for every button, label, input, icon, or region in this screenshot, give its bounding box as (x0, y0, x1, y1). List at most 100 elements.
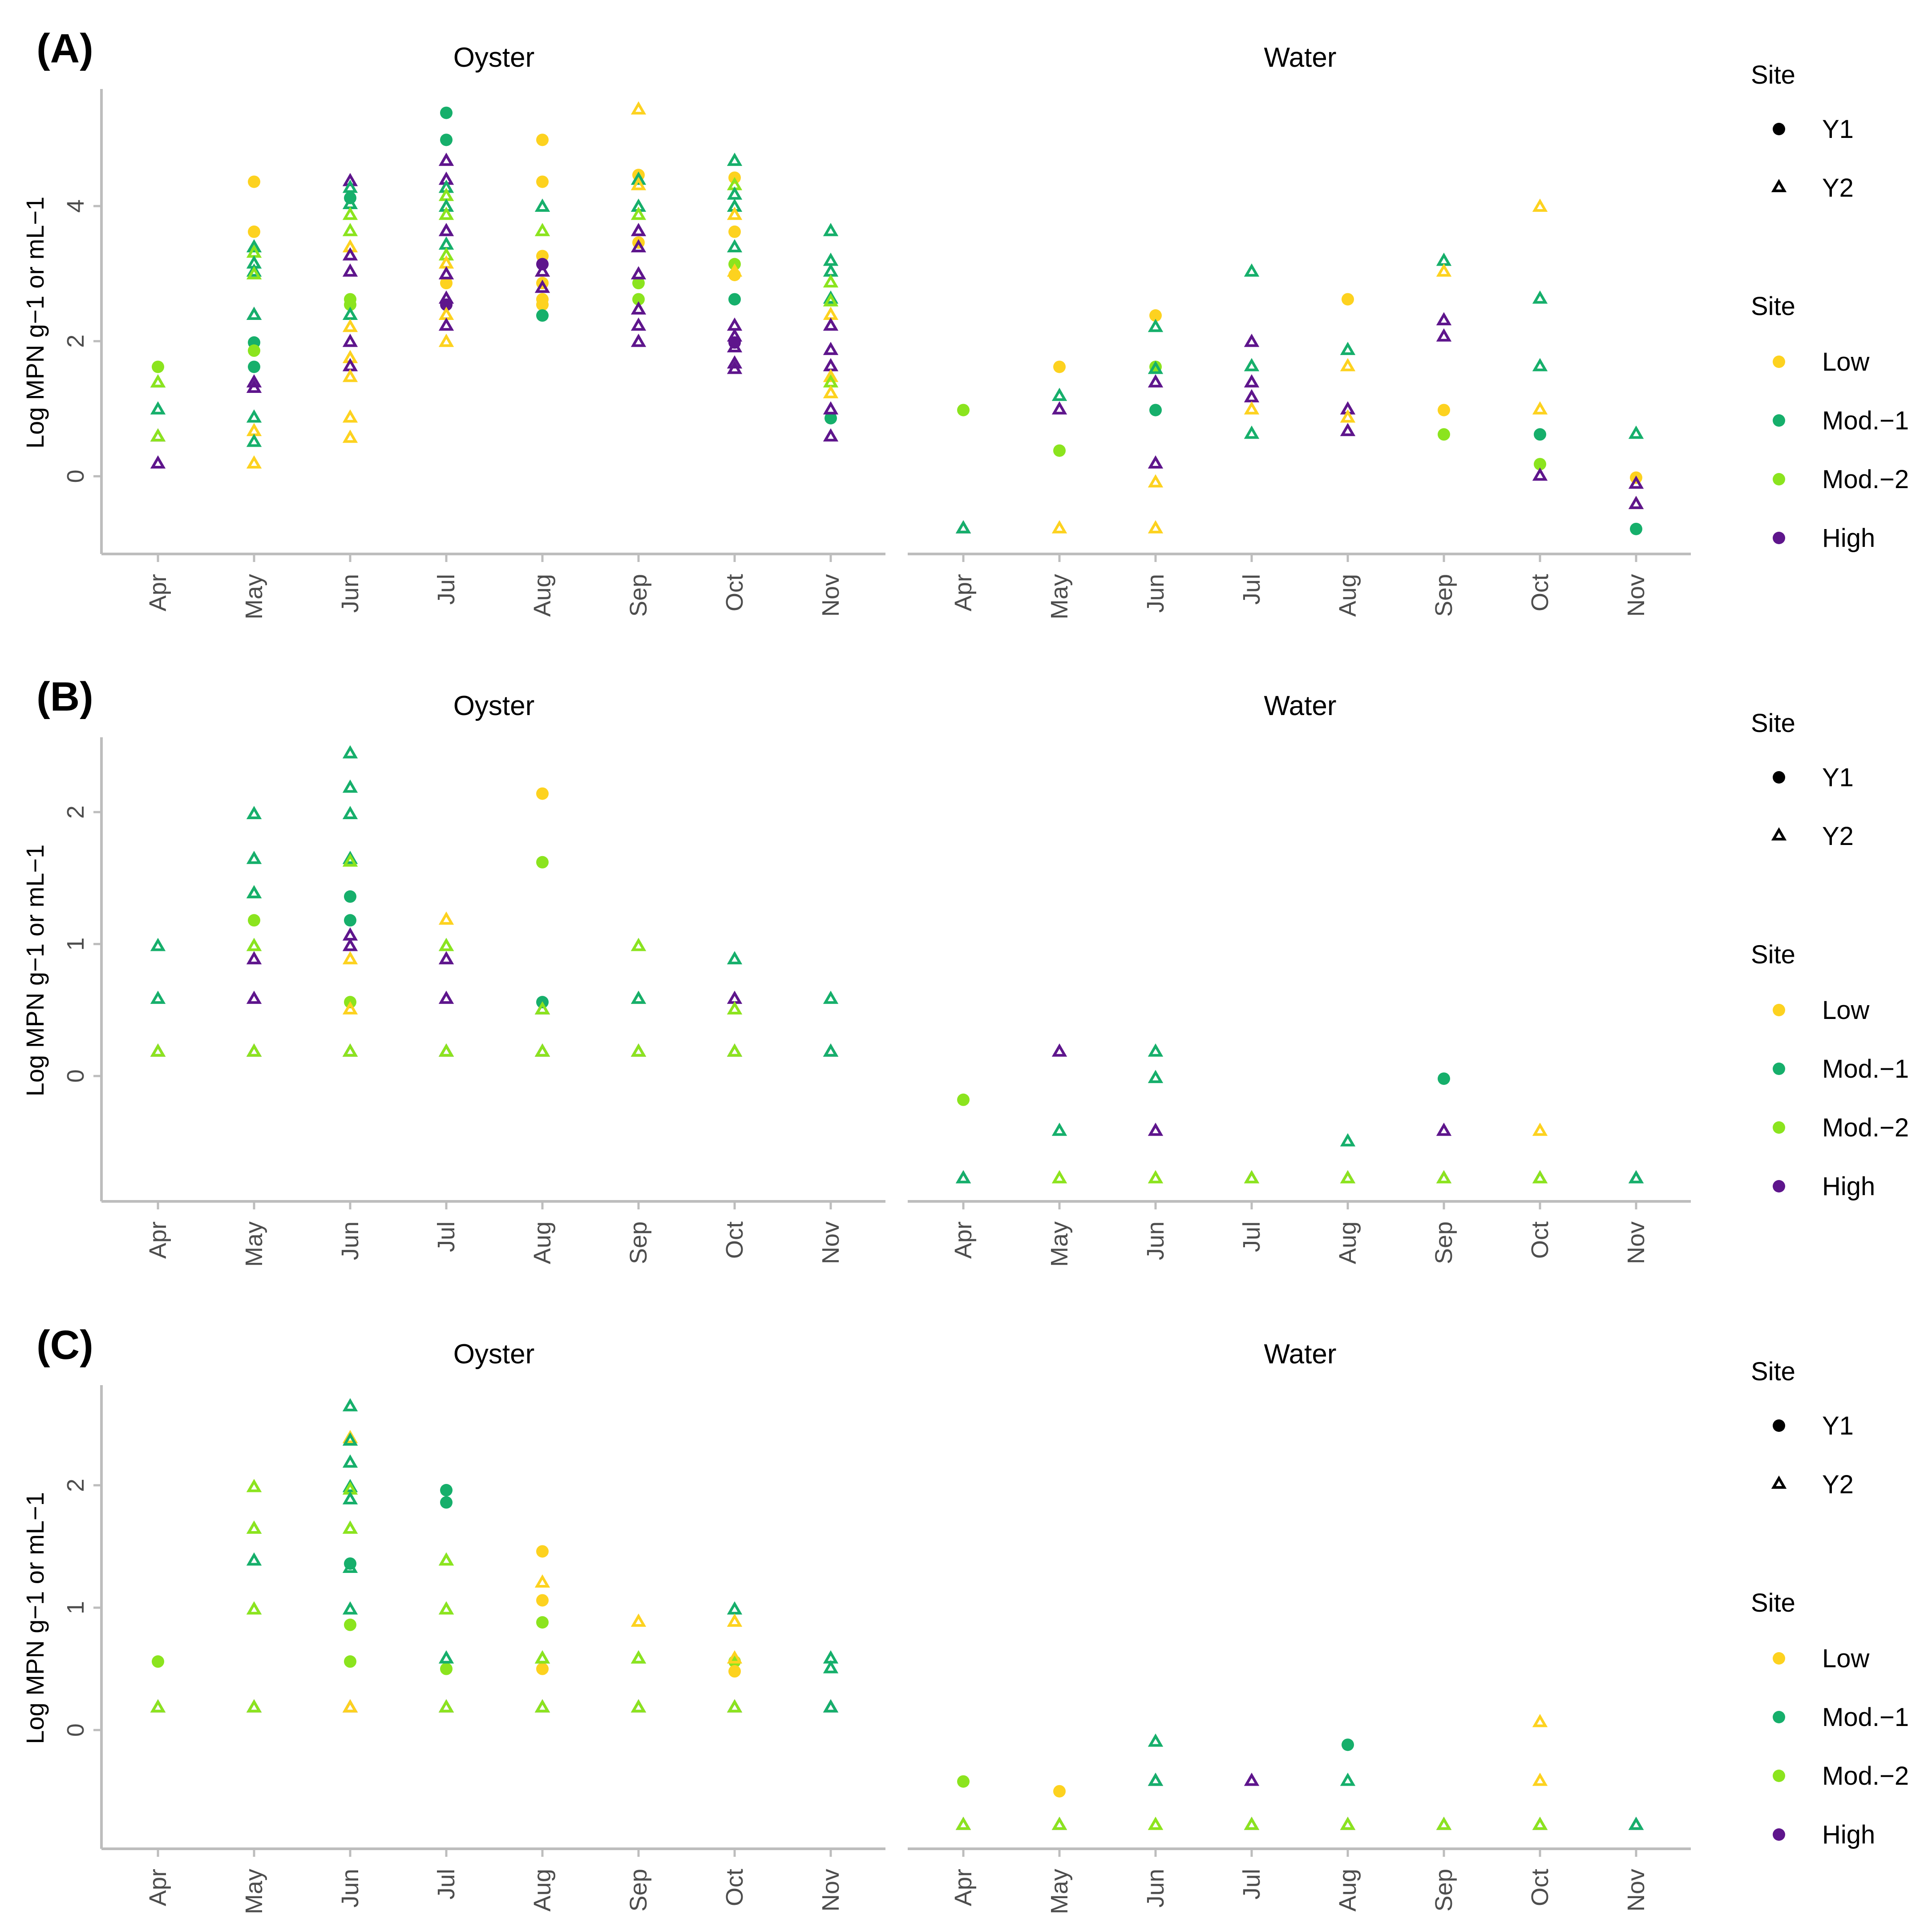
legend-color-title: Site (1751, 940, 1795, 969)
legend-label-mod-1: Mod.−1 (1822, 406, 1909, 435)
data-point-y2 (727, 239, 743, 253)
legend-y1-marker (1773, 1419, 1785, 1432)
x-tick-label-may: May (1046, 1869, 1073, 1914)
data-point-y2 (1148, 1733, 1164, 1747)
data-point-y2 (534, 279, 550, 293)
x-tick-label-oct: Oct (721, 1221, 748, 1259)
data-point-y2 (1340, 1133, 1356, 1147)
data-point-y2 (1148, 319, 1164, 332)
data-point-y1 (728, 225, 741, 238)
data-point-y2 (727, 1699, 743, 1713)
data-point-y2 (438, 1552, 454, 1566)
data-point-y1 (440, 277, 453, 290)
legend-marker-mod-2 (1773, 1770, 1785, 1782)
data-point-y2 (246, 851, 262, 864)
data-point-y2 (1051, 1043, 1067, 1057)
data-point-y2 (342, 307, 358, 320)
data-point-y2 (631, 171, 647, 185)
data-point-y2 (823, 293, 839, 307)
data-point-y2 (246, 1479, 262, 1492)
data-point-y2 (1436, 263, 1452, 277)
legend-shape-title: Site (1751, 709, 1795, 738)
data-point-y2 (1532, 1714, 1548, 1727)
data-point-y2 (823, 385, 839, 399)
data-point-y1 (344, 298, 356, 311)
data-point-y1 (1534, 458, 1546, 471)
facet-water: Water Apr May Jun Jul Aug Sep Oct Nov (908, 1339, 1691, 1914)
x-tick-label-apr: Apr (145, 1869, 171, 1906)
data-point-y2 (534, 1650, 550, 1664)
data-point-y2 (631, 1650, 647, 1664)
data-point-y2 (342, 1491, 358, 1504)
data-point-y2 (342, 779, 358, 793)
legend-label-high: High (1822, 524, 1875, 553)
x-tick-label-sep: Sep (625, 1869, 652, 1912)
x-tick-label-jul: Jul (1238, 574, 1265, 605)
x-tick-label-jul: Jul (1238, 1221, 1265, 1252)
data-point-y1 (440, 1484, 453, 1497)
data-point-y2 (823, 990, 839, 1004)
data-point-y2 (631, 1613, 647, 1627)
data-point-y2 (1148, 374, 1164, 388)
x-tick-label-aug: Aug (1334, 574, 1361, 617)
data-point-y2 (1436, 1170, 1452, 1184)
legend-marker-low (1773, 1004, 1785, 1016)
data-point-y1 (536, 787, 549, 800)
data-point-y2 (727, 990, 743, 1004)
data-point-y2 (1244, 374, 1260, 388)
data-point-y2 (438, 1043, 454, 1057)
data-point-y2 (150, 938, 166, 951)
y-tick-label: 1 (62, 938, 89, 951)
data-point-y2 (534, 263, 550, 277)
data-point-y2 (1148, 520, 1164, 534)
data-point-y2 (1244, 389, 1260, 403)
data-point-y2 (823, 358, 839, 372)
data-point-y2 (534, 198, 550, 212)
data-point-y2 (823, 252, 839, 266)
data-point-y2 (823, 401, 839, 415)
data-point-y2 (342, 263, 358, 277)
data-point-y1 (536, 133, 549, 146)
data-point-y2 (1148, 455, 1164, 469)
x-tick-label-jun: Jun (1142, 574, 1169, 613)
legend-marker-mod-1 (1773, 414, 1785, 427)
data-point-y1 (248, 914, 260, 927)
data-point-y2 (246, 423, 262, 437)
y-axis-label: Log MPN g−1 or mL−1 (21, 197, 49, 449)
x-tick-label-apr: Apr (950, 1869, 977, 1906)
panel-letter: (A) (36, 26, 93, 71)
data-point-y2 (438, 236, 454, 250)
data-point-y1 (632, 293, 645, 306)
data-point-y2 (438, 222, 454, 236)
data-point-y2 (246, 307, 262, 320)
data-point-y2 (1628, 1816, 1644, 1830)
x-tick-label-oct: Oct (721, 1869, 748, 1906)
data-point-y2 (823, 222, 839, 236)
data-point-y2 (246, 266, 262, 279)
data-point-y2 (438, 266, 454, 279)
data-point-y2 (438, 290, 454, 304)
data-point-y2 (823, 1660, 839, 1673)
facet-title: Water (1264, 42, 1336, 73)
data-point-y2 (246, 409, 262, 423)
data-point-y2 (1628, 425, 1644, 439)
data-point-y2 (342, 951, 358, 965)
x-tick-label-nov: Nov (1623, 574, 1649, 617)
panel-b: (B) Log MPN g−1 or mL−1 Oyster 0 1 2 Apr May Jun… (21, 674, 1909, 1267)
data-point-y2 (150, 455, 166, 469)
data-point-y1 (248, 360, 260, 373)
data-point-y1 (440, 1662, 453, 1675)
data-point-y2 (631, 222, 647, 236)
facet-oyster: Oyster 0 1 2 Apr May Jun Jul Aug Sep Oct Nov (62, 691, 885, 1267)
facet-water: Water Apr May Jun Jul Aug Sep Oct Nov (908, 42, 1691, 619)
data-point-y2 (438, 333, 454, 347)
data-point-y2 (246, 433, 262, 447)
data-point-y1 (632, 277, 645, 290)
x-tick-label-nov: Nov (1623, 1869, 1649, 1912)
legend-y1-marker (1773, 123, 1785, 135)
legend-y1-marker (1773, 771, 1785, 784)
x-tick-label-sep: Sep (1431, 1869, 1457, 1912)
data-point-y2 (246, 380, 262, 393)
data-point-y1 (1149, 404, 1162, 416)
data-point-y1 (728, 1665, 741, 1678)
